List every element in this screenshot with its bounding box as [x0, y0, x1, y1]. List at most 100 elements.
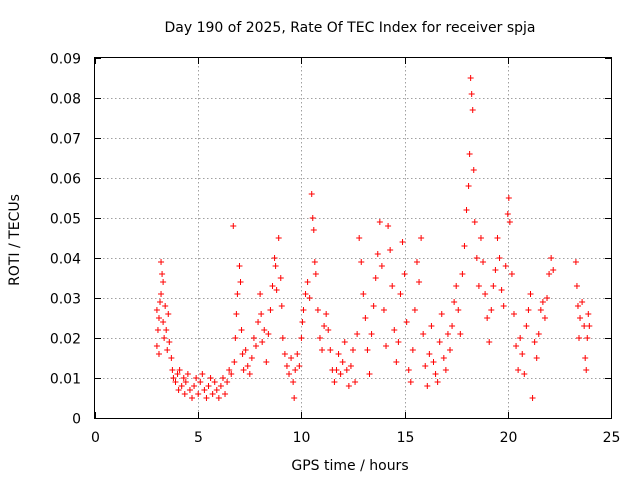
- x-axis-label: GPS time / hours: [291, 458, 408, 474]
- data-point: [311, 259, 318, 265]
- data-point: [513, 343, 520, 349]
- data-point: [467, 75, 474, 81]
- data-point: [217, 383, 224, 389]
- data-point: [306, 295, 313, 301]
- data-point: [407, 379, 414, 385]
- data-point: [482, 291, 489, 297]
- y-axis-label: ROTI / TECUs: [7, 194, 23, 286]
- data-point: [459, 271, 466, 277]
- data-point: [337, 371, 344, 377]
- data-point: [155, 351, 162, 357]
- data-point: [157, 299, 164, 305]
- data-point: [199, 371, 206, 377]
- data-point: [195, 391, 202, 397]
- data-point: [323, 311, 330, 317]
- data-point: [436, 339, 443, 345]
- data-point: [453, 283, 460, 289]
- data-point: [420, 331, 427, 337]
- data-point: [428, 323, 435, 329]
- data-point: [585, 311, 592, 317]
- data-point: [360, 291, 367, 297]
- data-point: [170, 375, 177, 381]
- data-point: [191, 383, 198, 389]
- data-point: [401, 271, 408, 277]
- data-point: [155, 315, 162, 321]
- data-point: [233, 311, 240, 317]
- data-point: [161, 335, 168, 341]
- data-point: [215, 395, 222, 401]
- data-point: [461, 243, 468, 249]
- data-point: [502, 263, 509, 269]
- data-point: [213, 387, 220, 393]
- data-point: [277, 275, 284, 281]
- data-point: [160, 279, 167, 285]
- data-point: [468, 91, 475, 97]
- data-point: [197, 379, 204, 385]
- data-point: [246, 371, 253, 377]
- data-point: [239, 351, 246, 357]
- data-point: [473, 255, 480, 261]
- data-point: [273, 287, 280, 293]
- data-point: [504, 211, 511, 217]
- y-tick-label: 0.05: [50, 212, 81, 228]
- data-point: [296, 363, 303, 369]
- y-tick-label: 0.02: [50, 332, 81, 348]
- data-point: [484, 315, 491, 321]
- data-point: [480, 259, 487, 265]
- data-point: [240, 367, 247, 373]
- data-point: [327, 347, 334, 353]
- data-point: [175, 387, 182, 393]
- data-point: [510, 311, 517, 317]
- data-point: [263, 359, 270, 365]
- grid-lines: [95, 58, 611, 418]
- data-point: [546, 271, 553, 277]
- data-point: [232, 335, 239, 341]
- y-tick-label: 0.01: [50, 372, 81, 388]
- data-point: [397, 291, 404, 297]
- data-point: [343, 367, 350, 373]
- data-point: [164, 347, 171, 353]
- data-point: [347, 363, 354, 369]
- data-point: [219, 375, 226, 381]
- data-point: [424, 383, 431, 389]
- data-point: [544, 295, 551, 301]
- data-point: [432, 371, 439, 377]
- data-point: [411, 307, 418, 313]
- data-point: [579, 299, 586, 305]
- data-point: [294, 351, 301, 357]
- data-point: [176, 367, 183, 373]
- data-point: [278, 303, 285, 309]
- data-point: [238, 327, 245, 333]
- data-point: [165, 311, 172, 317]
- data-point: [250, 335, 257, 341]
- data-point: [325, 327, 332, 333]
- data-point: [372, 275, 379, 281]
- data-point: [248, 355, 255, 361]
- data-point: [385, 223, 392, 229]
- data-point: [259, 339, 266, 345]
- x-tick-label: 15: [397, 430, 415, 446]
- data-point: [416, 279, 423, 285]
- data-point: [224, 379, 231, 385]
- data-point: [335, 351, 342, 357]
- data-point: [577, 315, 584, 321]
- data-point: [252, 343, 259, 349]
- data-point: [300, 307, 307, 313]
- data-point: [492, 267, 499, 273]
- data-point: [519, 351, 526, 357]
- data-point: [341, 339, 348, 345]
- data-point: [354, 331, 361, 337]
- data-point: [169, 367, 176, 373]
- data-point: [517, 335, 524, 341]
- data-points: [153, 75, 593, 401]
- data-point: [279, 335, 286, 341]
- data-point: [389, 283, 396, 289]
- data-point: [475, 283, 482, 289]
- data-point: [581, 323, 588, 329]
- data-point: [486, 339, 493, 345]
- data-point: [174, 371, 181, 377]
- data-point: [189, 395, 196, 401]
- data-point: [444, 331, 451, 337]
- data-point: [498, 287, 505, 293]
- data-point: [184, 371, 191, 377]
